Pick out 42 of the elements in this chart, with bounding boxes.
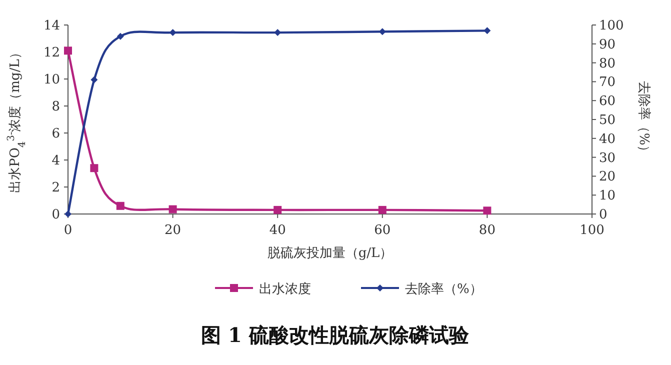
point [483, 206, 492, 215]
x-tick-label: 100 [580, 223, 604, 238]
point [274, 206, 282, 214]
y-tick-label: 12 [43, 46, 60, 60]
x-tick-label: 20 [164, 223, 182, 238]
x-tick-label: 0 [64, 223, 72, 238]
point [168, 205, 177, 214]
point [90, 76, 98, 84]
legend-label: 出水浓度 [259, 281, 311, 297]
y2-tick-label: 30 [599, 150, 616, 166]
y2-tick-label: 50 [599, 113, 616, 128]
y2-tick-label: 40 [599, 132, 616, 147]
legend-label: 去除率（%） [405, 281, 482, 297]
point [64, 46, 72, 55]
y2-tick-label: 80 [599, 56, 616, 72]
y2-tick-label: 0 [599, 208, 608, 222]
point [169, 29, 176, 36]
y2-tick-label: 10 [599, 188, 616, 204]
point [378, 28, 386, 36]
x-axis-title: 脱硫灰投加量（g/L） [267, 246, 393, 261]
text: 图 1 硫酸改性脱硫灰除磷试验 [201, 323, 470, 347]
y2-tick-label: 60 [599, 94, 616, 110]
y2-tick-label: 90 [599, 37, 616, 52]
point [378, 206, 386, 214]
y-tick-label: 0 [52, 208, 60, 222]
y-tick-label: 2 [52, 180, 60, 196]
y-tick-label: 4 [52, 154, 60, 168]
point [90, 164, 98, 172]
y2-axis-title: 去除率（%） [636, 80, 652, 158]
y2-tick-label: 70 [599, 75, 616, 90]
y2-tick-label: 100 [599, 18, 624, 34]
y-tick-label: 8 [52, 100, 60, 114]
y-tick-label: 10 [43, 72, 60, 88]
point [484, 27, 491, 34]
point [116, 32, 124, 40]
y2-tick-label: 20 [599, 170, 616, 185]
y-tick-label: 6 [52, 126, 60, 142]
y-tick-label: 14 [43, 18, 60, 34]
point [116, 202, 124, 210]
x-tick-label: 60 [374, 223, 391, 238]
x-tick-label: 40 [269, 223, 286, 238]
x-tick-label: 80 [478, 223, 496, 238]
